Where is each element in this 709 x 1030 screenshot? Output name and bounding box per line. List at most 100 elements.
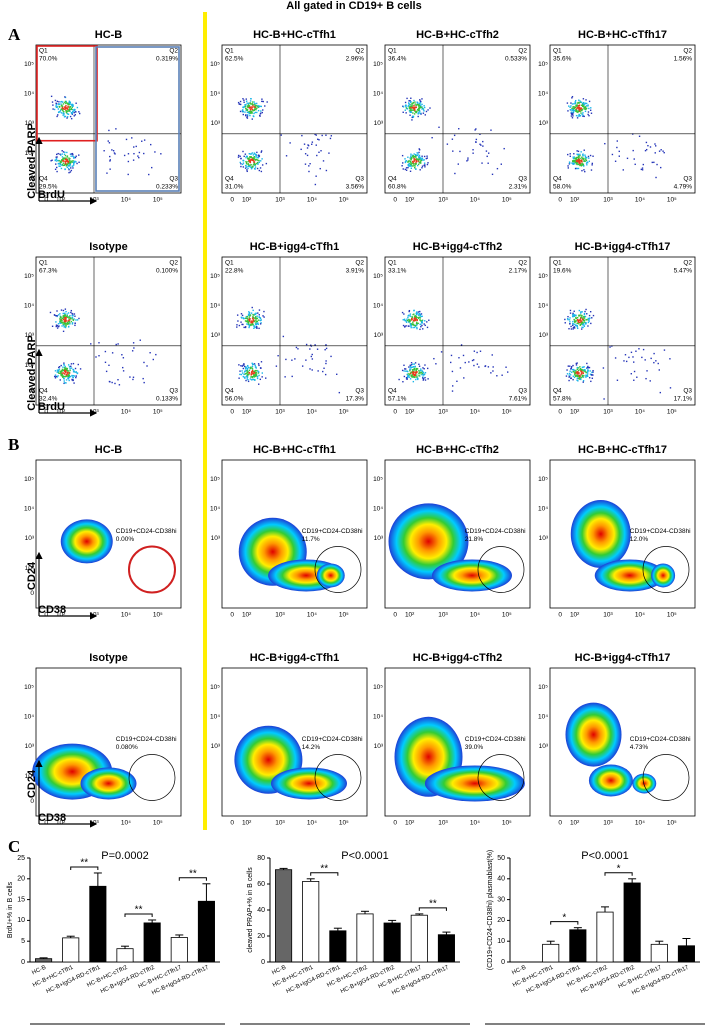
event-dot (571, 162, 573, 164)
event-dot (473, 350, 476, 352)
event-dot (404, 109, 406, 111)
event-dot (633, 379, 635, 381)
event-dot (68, 100, 71, 102)
event-dot (418, 314, 420, 316)
event-dot (241, 314, 244, 317)
event-dot (417, 102, 419, 104)
event-dot (573, 326, 575, 328)
event-dot (415, 155, 417, 157)
plot-title: HC-B (95, 444, 123, 456)
event-dot (73, 313, 76, 315)
event-dot (60, 374, 62, 377)
event-dot (243, 106, 245, 108)
event-dot (583, 321, 586, 323)
event-dot (571, 95, 574, 98)
event-dot (309, 348, 311, 350)
event-dot (574, 167, 577, 170)
event-dot (241, 372, 244, 374)
event-dot (257, 371, 260, 374)
event-dot (572, 326, 575, 329)
event-dot (69, 367, 71, 370)
event-dot (467, 159, 469, 161)
event-dot (587, 319, 590, 321)
event-dot (60, 371, 63, 373)
event-dot (457, 163, 459, 165)
event-dot (409, 114, 411, 116)
event-dot (74, 156, 77, 159)
event-dot (572, 364, 574, 367)
event-dot (108, 129, 110, 132)
event-dot (583, 370, 585, 372)
quadrant-percent: 22.8% (225, 268, 244, 275)
quadrant-name: Q3 (518, 176, 527, 183)
event-dot (251, 322, 254, 325)
event-dot (256, 369, 258, 372)
event-dot (575, 104, 577, 107)
event-dot (244, 377, 246, 379)
event-dot (108, 142, 111, 144)
event-dot (244, 167, 247, 169)
event-dot (592, 369, 594, 372)
event-dot (407, 161, 409, 163)
quadrant-percent: 58.0% (553, 184, 572, 191)
event-dot (422, 371, 425, 374)
event-dot (254, 378, 256, 381)
plasmablast-gate (128, 754, 176, 801)
event-dot (63, 164, 66, 167)
event-dot (418, 316, 420, 319)
x-tick-label: 10⁵ (502, 197, 512, 204)
event-dot (154, 151, 156, 153)
event-dot (63, 373, 66, 375)
event-dot (487, 162, 489, 164)
event-dot (589, 109, 592, 111)
event-dot (245, 320, 248, 323)
event-dot (580, 312, 582, 314)
event-dot (575, 371, 577, 374)
event-dot (260, 110, 262, 112)
event-dot (475, 128, 477, 130)
event-dot (61, 164, 63, 167)
event-dot (584, 110, 587, 113)
event-dot (244, 153, 247, 155)
event-dot (258, 316, 260, 318)
event-dot (64, 161, 66, 163)
event-dot (250, 324, 252, 327)
y-tick-label: 0 (261, 959, 265, 966)
event-dot (248, 312, 251, 314)
event-dot (69, 369, 71, 372)
event-dot (588, 314, 591, 317)
event-dot (409, 170, 412, 173)
event-dot (570, 325, 572, 328)
event-dot (67, 105, 69, 108)
x-tick-label: 10⁵ (339, 409, 349, 416)
event-dot (575, 372, 577, 375)
event-dot (645, 148, 648, 151)
x-axis-label: CD38 (38, 812, 66, 824)
event-dot (402, 324, 405, 327)
event-dot (585, 105, 588, 107)
quadrant-percent: 29.5% (39, 184, 58, 191)
event-dot (308, 170, 310, 173)
x-tick-label: 10³ (603, 197, 613, 204)
event-dot (428, 319, 430, 321)
event-dot (118, 384, 121, 386)
event-dot (246, 108, 249, 111)
event-dot (70, 363, 73, 365)
event-dot (475, 141, 477, 143)
event-dot (568, 161, 571, 163)
event-dot (255, 105, 257, 107)
event-dot (256, 161, 259, 164)
event-dot (64, 318, 66, 320)
event-dot (65, 382, 67, 384)
y-tick-label: 10⁵ (24, 684, 34, 691)
event-dot (71, 318, 73, 320)
event-dot (55, 321, 57, 323)
x-tick-label: 10⁴ (635, 820, 645, 827)
event-dot (122, 370, 125, 372)
event-dot (74, 160, 76, 162)
x-tick-label: HC-B (271, 965, 287, 977)
event-dot (468, 361, 470, 363)
event-dot (264, 105, 266, 107)
event-dot (580, 372, 583, 374)
event-dot (588, 377, 591, 379)
